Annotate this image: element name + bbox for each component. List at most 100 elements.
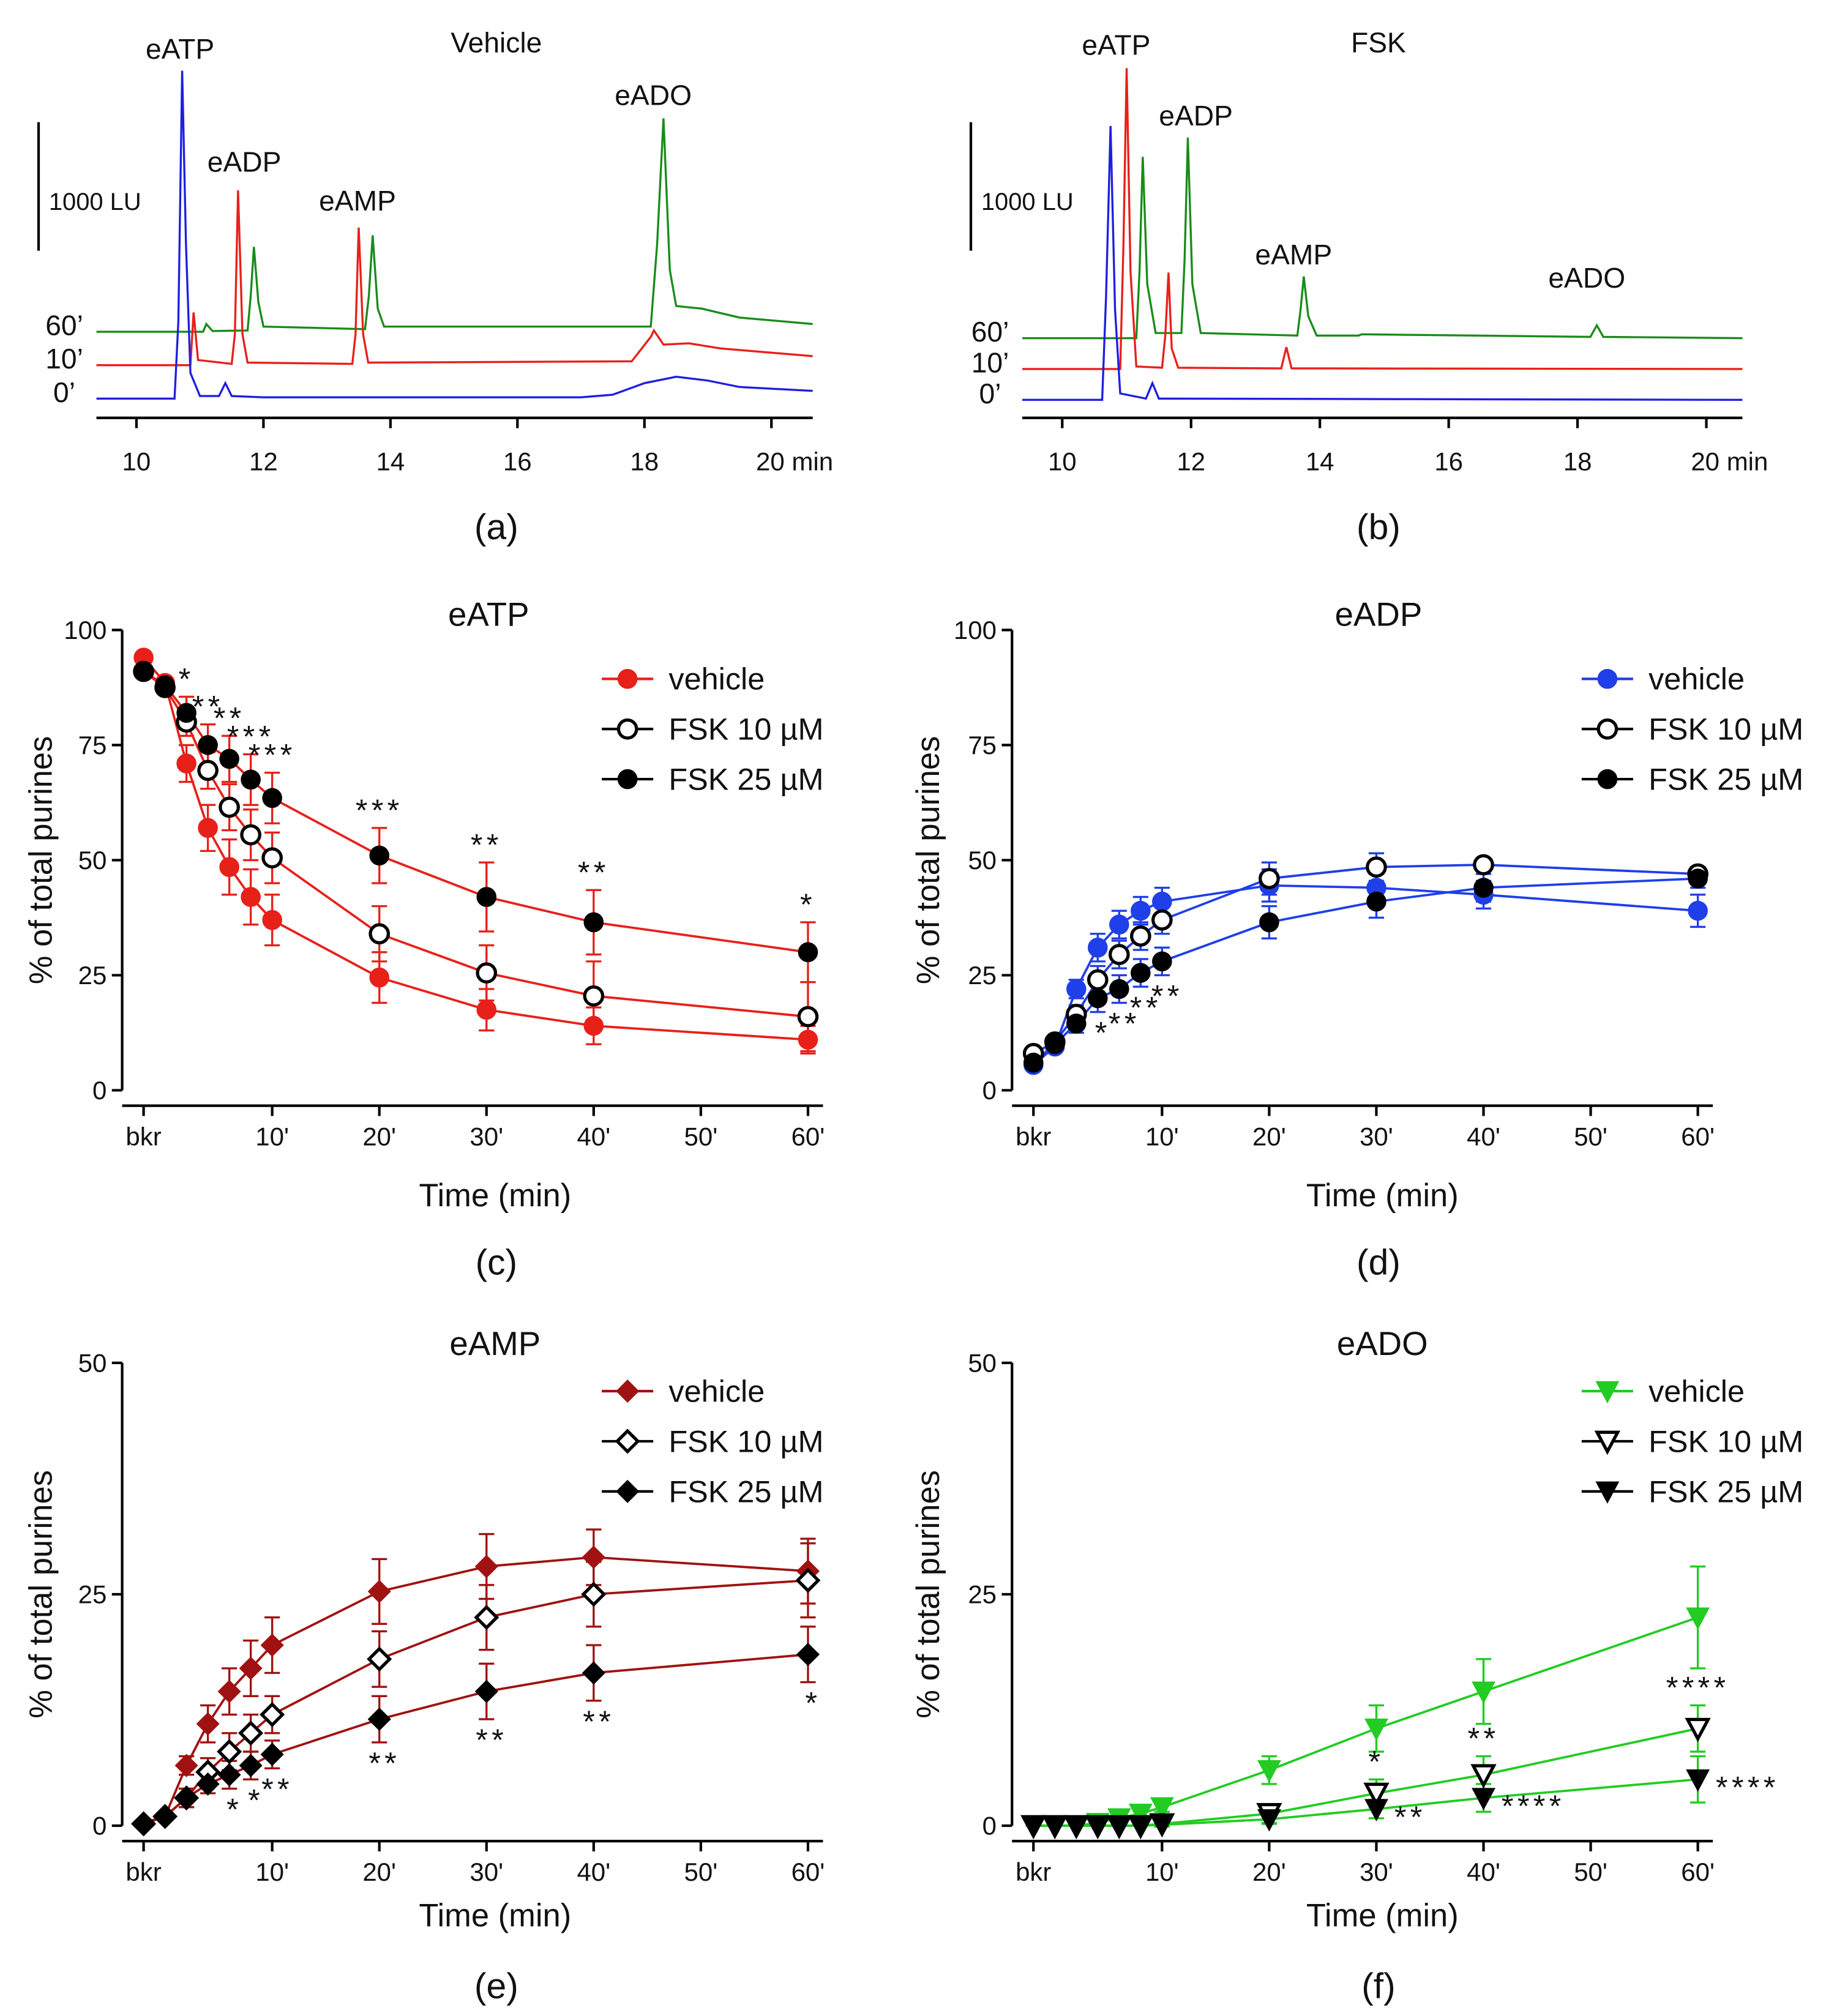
legend-item: vehicle <box>1581 1374 1745 1409</box>
marker <box>260 1742 284 1766</box>
marker <box>1688 900 1708 921</box>
x-tick-label: 40' <box>1467 1857 1500 1886</box>
x-tick-label: 20' <box>362 1857 396 1886</box>
marker <box>1473 878 1494 898</box>
y-tick-label: 0 <box>92 1812 107 1840</box>
significance: * <box>248 1783 264 1818</box>
marker <box>583 1015 604 1036</box>
trace <box>1022 125 1743 401</box>
marker <box>797 1006 819 1028</box>
marker <box>1597 668 1618 689</box>
legend-label: vehicle <box>668 662 765 696</box>
marker <box>1088 938 1108 958</box>
marker <box>217 1739 242 1764</box>
marker <box>367 1580 391 1603</box>
panel-label: (f) <box>1361 1966 1395 2006</box>
legend-label: FSK 10 µM <box>668 1424 823 1458</box>
y-tick-label: 25 <box>78 961 107 990</box>
chart-title: eATP <box>448 596 529 633</box>
marker <box>1688 868 1708 889</box>
significance: ** <box>476 1722 507 1757</box>
x-tick-label: 40' <box>577 1857 610 1886</box>
marker <box>155 675 175 695</box>
x-tick-label: bkr <box>1016 1857 1051 1886</box>
marker <box>1473 854 1494 876</box>
marker <box>1595 1381 1620 1404</box>
x-tick-label: 60' <box>791 1122 825 1151</box>
marker <box>1066 979 1087 999</box>
legend-label: FSK 25 µM <box>668 1474 823 1509</box>
marker <box>1023 1053 1044 1073</box>
significance: ** <box>1130 990 1162 1025</box>
marker <box>1686 1769 1710 1792</box>
significance: ** <box>1109 1006 1140 1041</box>
x-tick-label: 40' <box>577 1122 610 1151</box>
marker <box>1364 1799 1388 1821</box>
marker <box>581 1581 607 1607</box>
legend-item: FSK 10 µM <box>602 712 824 747</box>
legend-label: FSK 10 µM <box>1648 1424 1803 1458</box>
chart-title: eADO <box>1337 1325 1428 1362</box>
legend-item: vehicle <box>602 1374 765 1409</box>
marker <box>615 1428 640 1454</box>
marker <box>367 1708 391 1731</box>
marker <box>616 1379 640 1403</box>
trace <box>96 70 813 400</box>
marker <box>219 796 240 818</box>
marker <box>1150 1797 1174 1820</box>
legend-item: FSK 25 µM <box>1581 1474 1803 1509</box>
significance: ** <box>1394 1799 1426 1834</box>
marker <box>583 985 605 1007</box>
marker <box>262 788 282 808</box>
x-tick-label: bkr <box>1016 1122 1051 1151</box>
x-tick-label: 12 <box>249 447 278 476</box>
x-tick-label: 30' <box>470 1122 503 1151</box>
x-axis-label: Time (min) <box>1306 1178 1459 1214</box>
marker <box>239 1656 263 1680</box>
legend-item: vehicle <box>1581 662 1745 696</box>
y-tick-label: 0 <box>92 1076 107 1105</box>
peak-label: eADO <box>615 80 692 111</box>
chart-title: eAMP <box>449 1325 541 1362</box>
peak-label: eAMP <box>1255 239 1332 271</box>
marker <box>798 1029 818 1050</box>
trace-label: 10’ <box>45 343 83 375</box>
y-axis-label: % of total purines <box>23 1470 59 1719</box>
marker <box>1044 1034 1065 1055</box>
marker <box>369 923 391 945</box>
legend-label: FSK 25 µM <box>1648 1474 1803 1509</box>
marker <box>1366 856 1387 878</box>
marker <box>1129 925 1151 947</box>
chart-title: FSK <box>1351 26 1406 58</box>
marker <box>1128 1804 1153 1826</box>
marker <box>582 1545 605 1569</box>
x-tick-label: 10' <box>255 1122 289 1151</box>
x-tick-label: 20' <box>1252 1122 1286 1151</box>
marker <box>238 1720 264 1746</box>
x-axis-label: Time (min) <box>1306 1898 1459 1934</box>
significance: **** <box>1502 1788 1565 1823</box>
x-tick-label: 60' <box>1681 1857 1715 1886</box>
marker <box>1259 912 1279 933</box>
y-tick-label: 50 <box>78 846 107 875</box>
marker <box>474 1555 498 1578</box>
x-tick-label: 10 <box>1048 447 1077 476</box>
marker <box>1088 988 1108 1009</box>
marker <box>260 1633 284 1657</box>
marker <box>1085 1815 1110 1839</box>
marker <box>1152 951 1172 972</box>
marker <box>217 1763 241 1786</box>
significance: ** <box>214 700 245 735</box>
x-tick-label: 16 <box>503 447 532 476</box>
y-tick-label: 25 <box>968 1580 997 1608</box>
marker <box>1109 979 1129 999</box>
x-tick-label: 20 min <box>1691 447 1768 476</box>
trace-label: 60’ <box>45 310 83 342</box>
y-axis-label: % of total purines <box>910 736 946 985</box>
marker <box>1597 769 1618 790</box>
significance: *** <box>227 719 275 754</box>
x-tick-label: bkr <box>125 1122 161 1151</box>
marker <box>617 769 638 790</box>
legend-item: FSK 25 µM <box>602 762 824 797</box>
